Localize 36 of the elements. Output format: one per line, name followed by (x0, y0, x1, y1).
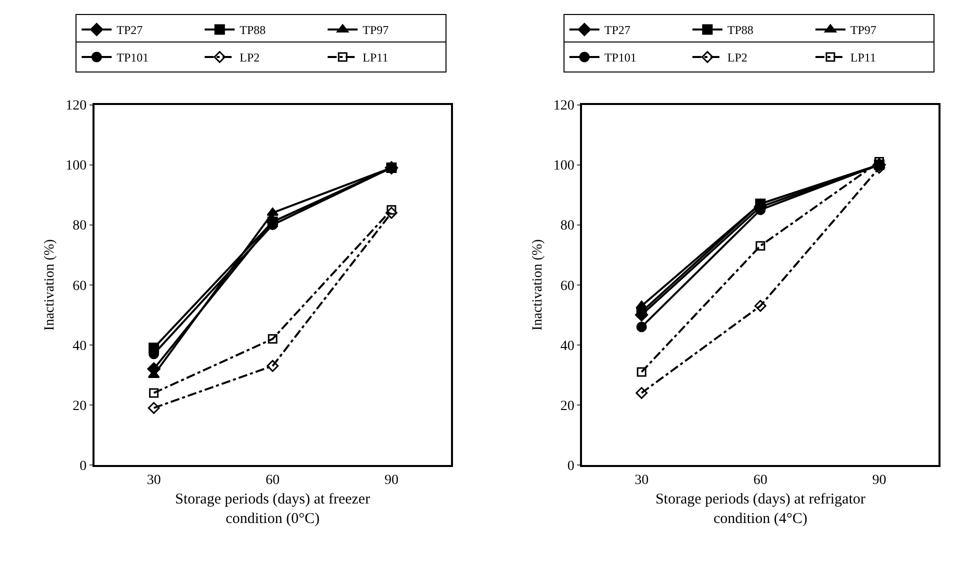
y-tick-label: 20 (560, 398, 574, 414)
legend-label: TP97 (362, 23, 389, 38)
legend-label: LP11 (850, 50, 876, 65)
x-tick-label: 60 (753, 472, 768, 488)
y-tick-label: 80 (72, 218, 87, 234)
legend-label: TP101 (116, 50, 149, 65)
y-tick-label: 60 (560, 278, 574, 294)
x-tick-label: 60 (266, 472, 280, 488)
legend-label: LP2 (240, 50, 260, 65)
legend-label: TP27 (604, 23, 630, 38)
legend-label: LP11 (362, 50, 388, 65)
y-tick-label: 120 (66, 98, 87, 114)
y-tick-label: 40 (72, 338, 87, 354)
y-tick-label: 0 (80, 458, 87, 474)
x-tick-label: 90 (384, 472, 398, 488)
y-axis-title: Inactivation (%) (530, 238, 546, 331)
x-tick-label: 30 (146, 472, 161, 488)
x-tick-label: 30 (634, 472, 649, 488)
x-axis-title: Storage periods (days) at freezer condition (0°C) (175, 491, 370, 527)
legend-label: TP101 (604, 50, 636, 65)
legend-label: LP2 (727, 50, 748, 65)
legend-label: TP88 (240, 23, 266, 38)
x-tick-label: 90 (872, 472, 886, 488)
legend-label: TP97 (850, 23, 876, 38)
legend-label: TP27 (116, 23, 143, 38)
y-axis-title: Inactivation (%) (42, 238, 58, 331)
y-tick-label: 120 (553, 98, 574, 114)
y-tick-label: 80 (560, 218, 574, 234)
y-tick-label: 60 (72, 278, 87, 294)
y-tick-label: 100 (66, 158, 87, 174)
y-tick-label: 20 (72, 398, 87, 414)
y-tick-label: 40 (560, 338, 574, 354)
y-tick-label: 0 (567, 458, 574, 474)
y-tick-label: 100 (553, 158, 574, 174)
x-axis-title: Storage periods (days) at refrigator condition (4°C) (655, 491, 866, 527)
legend-label: TP88 (727, 23, 754, 38)
